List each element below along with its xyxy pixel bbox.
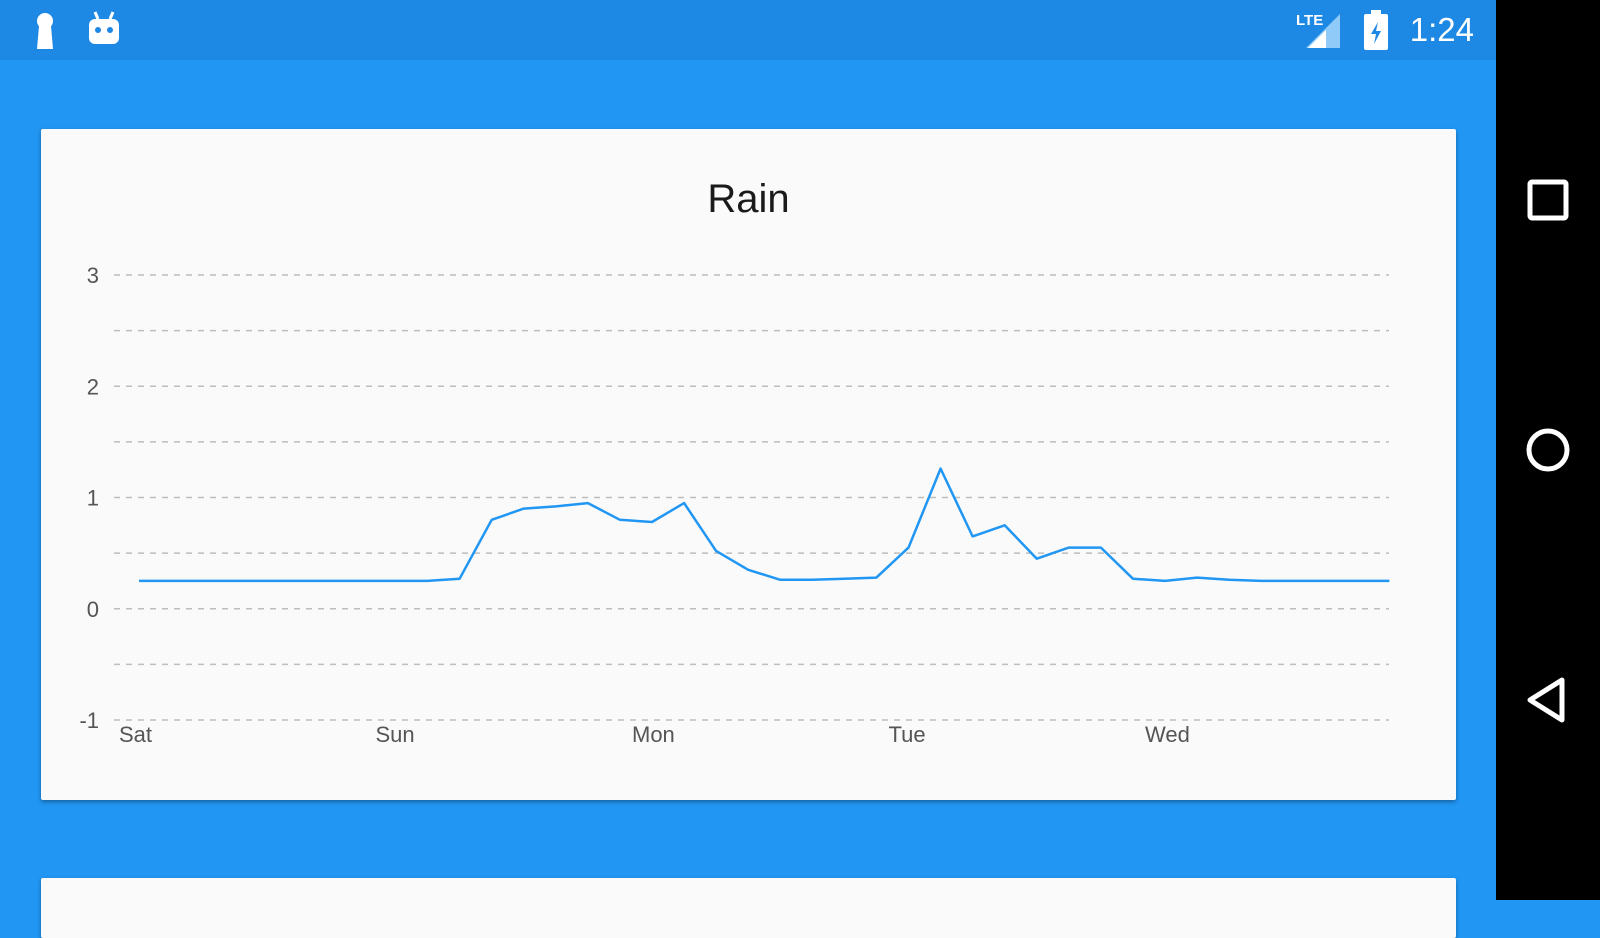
back-button[interactable]: [1518, 670, 1578, 730]
series-line: [139, 467, 1390, 583]
recent-apps-button[interactable]: [1518, 170, 1578, 230]
x-tick-label: Tue: [889, 722, 926, 747]
home-button[interactable]: [1518, 420, 1578, 480]
y-tick-label: 1: [87, 486, 99, 511]
network-type-label: LTE: [1296, 12, 1324, 29]
rain-chart-card: Rain -1 0 1 2 3 Sat Sun Mon Tue Wed: [41, 129, 1456, 800]
battery-icon: [1364, 10, 1388, 50]
android-icon: [89, 11, 119, 44]
signal-icon: LTE: [1296, 12, 1342, 48]
x-tick-label: Sun: [376, 722, 415, 747]
x-tick-label: Sat: [119, 722, 152, 747]
chart-title: Rain: [707, 177, 790, 221]
status-bar: LTE 1:24: [0, 0, 1496, 60]
rain-line-chart: -1 0 1 2 3 Sat Sun Mon Tue Wed: [79, 263, 1390, 747]
status-time: 1:24: [1409, 11, 1474, 48]
y-tick-label: 0: [87, 597, 99, 622]
y-tick-label: 2: [87, 374, 99, 399]
x-tick-label: Mon: [632, 722, 675, 747]
y-tick-label: -1: [79, 708, 99, 733]
navigation-bar: [1496, 0, 1600, 900]
second-card: [41, 878, 1456, 938]
keyhole-icon: [37, 13, 53, 49]
x-tick-label: Wed: [1145, 722, 1190, 747]
y-tick-label: 3: [87, 263, 99, 288]
